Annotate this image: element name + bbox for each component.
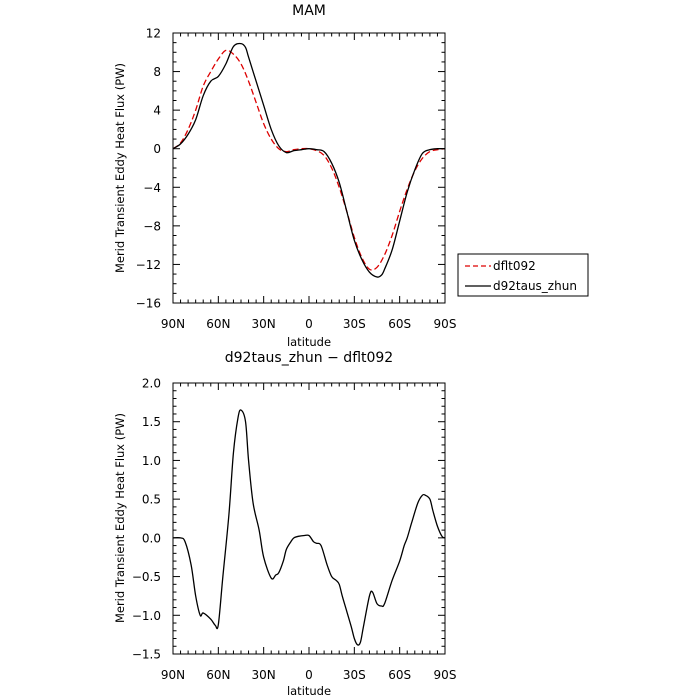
panel-top: MAM 90N 60N 30N 0 30S 60S 90S 12840−4−8−12−16 … (113, 3, 589, 349)
legend-label-dflt092: dflt092 (493, 259, 536, 273)
panel-bottom-title: d92taus_zhun − dflt092 (225, 350, 393, 366)
panel-top-series-line-dflt092 (172, 49, 446, 271)
panel-top-series-group (172, 42, 446, 278)
panel-bottom-x-tick-label: 90S (434, 668, 457, 682)
panel-top-y-tick-label: 12 (146, 27, 161, 41)
legend-label-d92taus-zhun: d92taus_zhun (493, 279, 577, 293)
panel-top-title: MAM (292, 3, 326, 19)
legend: dflt092 d92taus_zhun (457, 253, 589, 297)
panel-bottom-x-axis: 90N 60N 30N 0 30S 60S 90S (161, 383, 457, 682)
panel-top-x-tick-label: 30S (343, 317, 366, 331)
panel-bottom-plot-frame (172, 382, 446, 655)
panel-bottom-y-tick-label: −0.5 (132, 570, 161, 584)
panel-bottom-xlabel: latitude (287, 684, 331, 698)
panel-top-x-tick-label: 90N (161, 317, 185, 331)
panel-top-y-tick-label: 0 (153, 142, 161, 156)
panel-top-x-tick-label: 0 (305, 317, 313, 331)
panel-bottom-x-tick-label: 30N (252, 668, 276, 682)
panel-bottom-y-tick-label: 0.0 (142, 531, 161, 545)
panel-top-x-tick-label: 30N (252, 317, 276, 331)
legend-box (457, 253, 589, 297)
panel-top-ylabel: Merid Transient Eddy Heat Flux (PW) (113, 63, 127, 273)
panel-bottom-series-line-diff-0 (172, 409, 446, 646)
panel-bottom: d92taus_zhun − dflt092 90N 60N 30N 0 30S 60S 9… (113, 350, 456, 698)
panel-bottom-y-tick-label: 1.0 (142, 454, 161, 468)
panel-bottom-y-tick-label: 0.5 (142, 493, 161, 507)
panel-bottom-x-tick-label: 30S (343, 668, 366, 682)
panel-top-y-tick-label: −16 (136, 297, 161, 311)
panel-top-x-tick-label: 60N (206, 317, 230, 331)
panel-top-x-tick-label: 90S (434, 317, 457, 331)
panel-bottom-y-tick-label: 1.5 (142, 415, 161, 429)
panel-bottom-x-tick-label: 0 (305, 668, 313, 682)
panel-bottom-y-tick-label: 2.0 (142, 377, 161, 391)
panel-bottom-ylabel: Merid Transient Eddy Heat Flux (PW) (113, 413, 127, 623)
panel-bottom-x-tick-label: 60S (388, 668, 411, 682)
panel-top-xlabel: latitude (287, 335, 331, 349)
panel-top-x-tick-label: 60S (388, 317, 411, 331)
panel-top-plot-frame (172, 32, 446, 304)
panel-bottom-y-tick-label: −1.5 (132, 648, 161, 662)
panel-bottom-x-tick-label: 60N (206, 668, 230, 682)
panel-top-y-tick-label: −4 (143, 181, 161, 195)
panel-top-y-tick-label: 4 (153, 104, 161, 118)
panel-bottom-x-tick-label: 90N (161, 668, 185, 682)
panel-top-x-axis: 90N 60N 30N 0 30S 60S 90S (161, 33, 457, 331)
panel-top-series-line-d92taus-zhun (172, 42, 446, 278)
panel-bottom-series-group (172, 409, 446, 646)
panel-top-y-tick-label: 8 (153, 65, 161, 79)
panel-top-y-axis: 12 8 4 0 −4 −8 −12 −16 (136, 27, 445, 311)
panel-bottom-y-tick-label: −1.0 (132, 609, 161, 623)
panel-bottom-y-axis: 2.0 1.5 1.0 0.5 0.0 −0.5 −1.0 −1.5 (132, 377, 445, 662)
panel-top-y-tick-label: −12 (136, 258, 161, 272)
panel-top-y-tick-label: −8 (143, 219, 161, 233)
